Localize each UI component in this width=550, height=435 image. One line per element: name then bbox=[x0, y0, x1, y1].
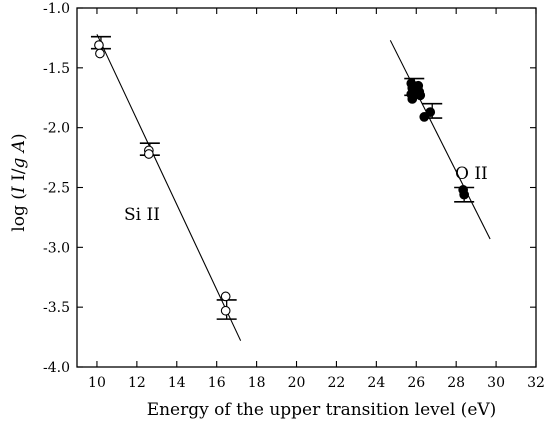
fit-line-si-ii bbox=[96, 34, 242, 341]
y-axis-title: log (I I/g A) bbox=[9, 133, 29, 231]
series-o-ii bbox=[389, 40, 491, 240]
y-tick-label: -3.0 bbox=[43, 240, 70, 256]
data-point-si-ii bbox=[94, 40, 104, 50]
x-tick-label: 32 bbox=[527, 375, 545, 391]
x-tick-label: 14 bbox=[168, 375, 186, 391]
data-point-si-ii bbox=[95, 48, 105, 59]
y-axis-title-part: g A bbox=[9, 140, 29, 169]
data-point-o-ii bbox=[415, 90, 426, 101]
y-tick-label: -3.5 bbox=[43, 300, 70, 316]
x-tick-label: 18 bbox=[248, 375, 266, 391]
series-si-ii bbox=[90, 34, 242, 341]
x-tick-label: 10 bbox=[88, 375, 106, 391]
data-point-o-ii bbox=[407, 94, 418, 104]
y-axis-title-part: ) bbox=[9, 133, 29, 140]
x-tick-label: 26 bbox=[407, 375, 425, 391]
x-tick-label: 30 bbox=[487, 375, 505, 391]
data-point-o-ii bbox=[459, 189, 470, 200]
y-tick-label: -2.0 bbox=[43, 121, 70, 137]
x-tick-label: 24 bbox=[367, 375, 385, 391]
y-axis-title-part: I/ bbox=[9, 168, 29, 186]
x-tick-label: 20 bbox=[288, 375, 306, 391]
series-label-o-ii: O II bbox=[455, 164, 488, 184]
fit-line-o-ii bbox=[389, 40, 491, 240]
series-label-si-ii: Si II bbox=[124, 205, 160, 225]
y-axis-title-part: log ( bbox=[9, 193, 29, 232]
y-tick-label: -4.0 bbox=[43, 360, 70, 376]
x-tick-label: 12 bbox=[128, 375, 146, 391]
x-tick-label: 16 bbox=[208, 375, 226, 391]
data-point-si-ii bbox=[220, 305, 231, 316]
y-tick-label: -2.5 bbox=[43, 181, 70, 197]
x-tick-label: 22 bbox=[328, 375, 346, 391]
y-axis-title-part: I bbox=[9, 186, 29, 194]
data-point-o-ii bbox=[425, 107, 436, 117]
x-tick-label: 28 bbox=[447, 375, 465, 391]
data-point-si-ii bbox=[143, 149, 154, 159]
x-axis-title: Energy of the upper transition level (eV… bbox=[147, 400, 497, 420]
y-tick-label: -1.0 bbox=[43, 1, 70, 17]
data-point-si-ii bbox=[220, 291, 231, 302]
y-tick-label: -1.5 bbox=[43, 61, 70, 77]
